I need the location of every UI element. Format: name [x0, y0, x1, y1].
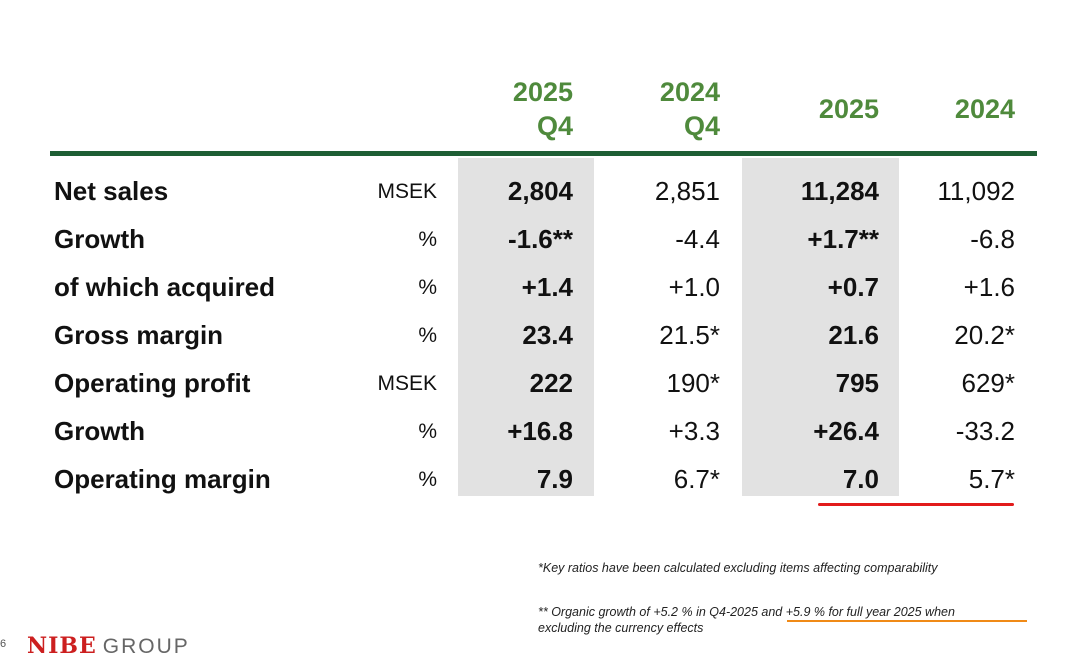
footnote-key-ratios: *Key ratios have been calculated excludi…	[538, 561, 938, 575]
value-2024-q4: 190*	[666, 368, 721, 398]
value-2024-full: 11,092	[937, 176, 1015, 206]
value-2024-q4: -4.4	[675, 224, 720, 254]
logo-group: GROUP	[102, 635, 190, 658]
value-2025-full: +26.4	[813, 416, 879, 446]
value-2025-full: 7.0	[842, 464, 879, 494]
footnote-organic-growth-line1: ** Organic growth of +5.2 % in Q4-2025 a…	[538, 605, 955, 619]
footnote-organic-growth-line2: excluding the currency effects	[538, 621, 704, 635]
value-2025-full: 795	[835, 368, 879, 398]
col-header-2025-full: 2025	[819, 92, 879, 126]
row-label: Operating margin	[54, 464, 271, 494]
value-2025-full: +0.7	[827, 272, 879, 302]
shade-column-2025-q4	[458, 158, 594, 496]
orange-underline-annotation	[787, 620, 1027, 622]
value-2025-q4: -1.6**	[507, 224, 573, 254]
row-label: Gross margin	[54, 320, 224, 350]
row-unit: %	[418, 228, 437, 251]
page-number: 6	[0, 638, 7, 650]
value-2025-q4: 23.4	[522, 320, 573, 350]
col-header-year: 2025	[818, 94, 879, 124]
value-2025-q4: 222	[529, 368, 573, 398]
red-underline-annotation	[818, 503, 1014, 506]
row-unit: %	[418, 420, 437, 443]
col-header-2025-q4: 2025 Q4	[513, 75, 573, 143]
value-2024-full: 629*	[961, 368, 1016, 398]
col-header-period: Q4	[683, 111, 720, 141]
table-row-net-sales: Net sales MSEK 2,804 2,851 11,284 11,092	[0, 170, 1081, 214]
table-row-growth-profit: Growth % +16.8 +3.3 +26.4 -33.2	[0, 410, 1081, 454]
col-header-period: Q4	[536, 111, 573, 141]
col-header-2024-q4: 2024 Q4	[660, 75, 720, 143]
value-2024-q4: 2,851	[654, 176, 720, 206]
row-label: Net sales	[54, 176, 169, 206]
row-label: Growth	[54, 224, 145, 254]
nibe-group-logo: NIBE GROUP	[27, 633, 190, 659]
row-unit: %	[418, 468, 437, 491]
row-unit: MSEK	[377, 372, 437, 395]
value-2024-q4: +3.3	[668, 416, 720, 446]
value-2025-q4: +16.8	[507, 416, 573, 446]
table-row-growth-sales: Growth % -1.6** -4.4 +1.7** -6.8	[0, 218, 1081, 262]
value-2024-q4: 21.5*	[659, 320, 720, 350]
value-2024-full: -6.8	[970, 224, 1015, 254]
value-2025-full: +1.7**	[807, 224, 879, 254]
col-header-2024-full: 2024	[955, 92, 1015, 126]
value-2025-q4: +1.4	[521, 272, 573, 302]
value-2025-q4: 7.9	[536, 464, 573, 494]
row-label: of which acquired	[54, 272, 276, 302]
value-2025-full: 21.6	[828, 320, 879, 350]
value-2024-full: 20.2*	[954, 320, 1015, 350]
table-row-acquired: of which acquired % +1.4 +1.0 +0.7 +1.6	[0, 266, 1081, 310]
value-2024-q4: +1.0	[668, 272, 720, 302]
row-label: Growth	[54, 416, 145, 446]
value-2024-q4: 6.7*	[673, 464, 720, 494]
table-row-operating-margin: Operating margin % 7.9 6.7* 7.0 5.7*	[0, 458, 1081, 502]
table-row-operating-profit: Operating profit MSEK 222 190* 795 629*	[0, 362, 1081, 406]
logo-brand: NIBE	[27, 633, 97, 659]
shade-column-2025-full	[742, 158, 899, 496]
row-unit: MSEK	[377, 180, 437, 203]
col-header-year: 2024	[954, 94, 1015, 124]
table-row-gross-margin: Gross margin % 23.4 21.5* 21.6 20.2*	[0, 314, 1081, 358]
value-2025-full: 11,284	[800, 176, 879, 206]
row-unit: %	[418, 324, 437, 347]
row-label: Operating profit	[54, 368, 251, 398]
value-2024-full: -33.2	[955, 416, 1015, 446]
header-rule	[50, 151, 1037, 156]
value-2024-full: 5.7*	[968, 464, 1015, 494]
col-header-year: 2024	[659, 77, 720, 107]
row-unit: %	[418, 276, 437, 299]
col-header-year: 2025	[512, 77, 573, 107]
value-2024-full: +1.6	[963, 272, 1015, 302]
value-2025-q4: 2,804	[507, 176, 573, 206]
